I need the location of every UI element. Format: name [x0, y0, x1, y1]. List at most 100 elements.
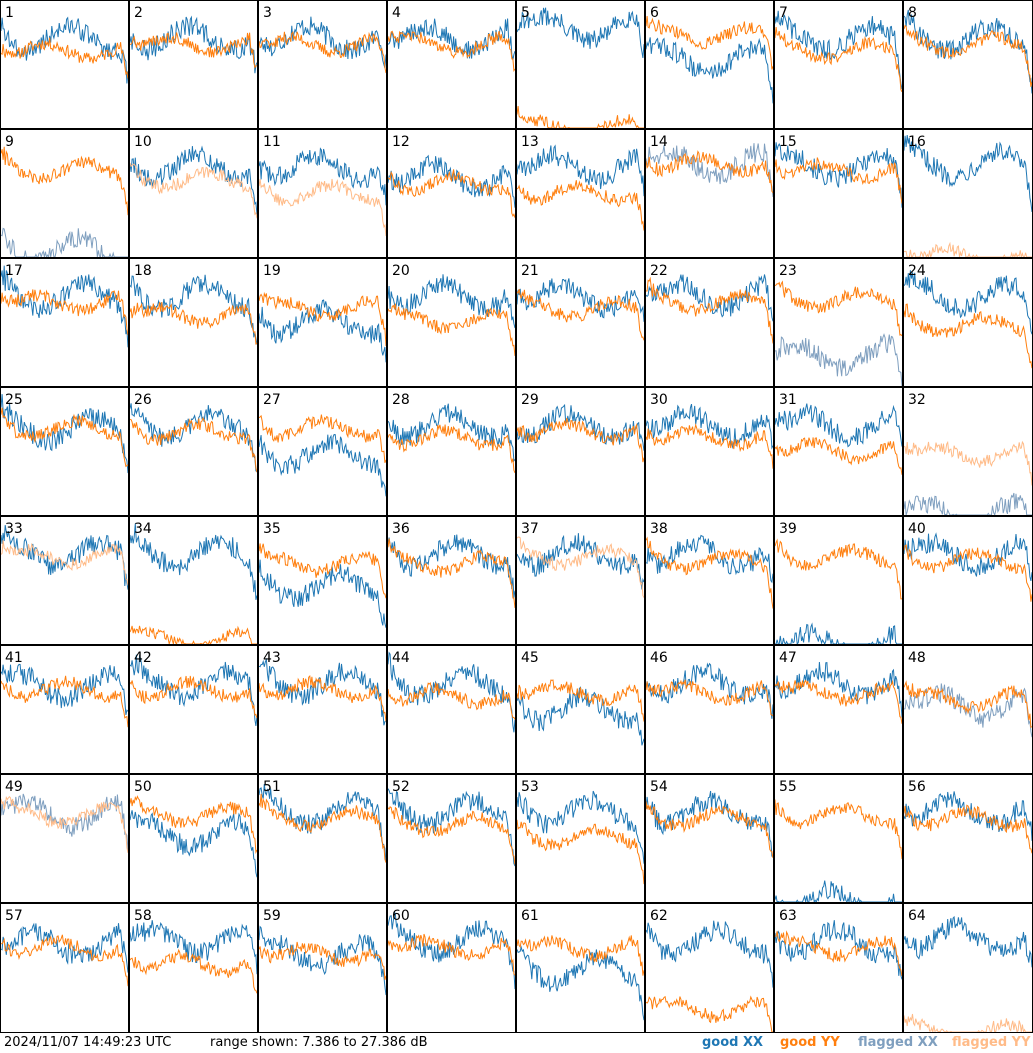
panel-30-label: 30: [650, 392, 668, 408]
panel-36-label: 36: [392, 521, 410, 537]
panel-47-frame: [774, 645, 903, 774]
panel-10-xx-line: [129, 145, 258, 215]
panel-57-xx-line: [0, 922, 129, 973]
panel-18: 18: [129, 258, 258, 387]
panel-34-frame: [129, 516, 258, 645]
panel-31-xx-line: [774, 403, 903, 448]
panel-59-yy-line: [258, 941, 387, 981]
panel-13: 13: [516, 129, 645, 258]
panel-50-frame: [129, 774, 258, 903]
panel-16-xx-line: [903, 135, 1033, 212]
panel-11-frame: [258, 129, 387, 258]
panel-61-xx-line: [516, 945, 645, 1021]
panel-31: 31: [774, 387, 903, 516]
panel-55: 55: [774, 774, 903, 903]
panel-53-frame: [516, 774, 645, 903]
panel-46-frame: [645, 645, 774, 774]
panel-49-label: 49: [5, 779, 23, 795]
panel-6-label: 6: [650, 5, 659, 21]
panel-45-label: 45: [521, 650, 539, 666]
panel-50-yy-line: [129, 795, 258, 855]
panel-3-xx-line: [258, 16, 387, 69]
panel-17: 17: [0, 258, 129, 387]
panel-41-frame: [0, 645, 129, 774]
panel-39-frame: [774, 516, 903, 645]
panel-3-yy-line: [258, 31, 387, 74]
panel-5-xx-line: [516, 7, 645, 58]
panel-45-yy-line: [516, 679, 645, 722]
panel-4-yy-line: [387, 30, 516, 73]
panel-38-label: 38: [650, 521, 668, 537]
panel-63: 63: [774, 903, 903, 1033]
panel-63-yy-line: [774, 930, 903, 976]
panel-50-label: 50: [134, 779, 152, 795]
panel-35-xx-line: [258, 559, 387, 628]
panel-13-xx-line: [516, 144, 645, 197]
panel-26: 26: [129, 387, 258, 516]
panel-52-xx-line: [387, 788, 516, 867]
panel-42-frame: [129, 645, 258, 774]
panel-18-xx-line: [129, 274, 258, 345]
panel-22-frame: [645, 258, 774, 387]
panel-24-xx-line: [903, 270, 1033, 335]
panel-34-yy-line: [129, 625, 257, 645]
panel-14-label: 14: [650, 134, 668, 150]
panel-28: 28: [387, 387, 516, 516]
panel-59: 59: [258, 903, 387, 1033]
panel-13-yy-line: [516, 180, 645, 231]
panel-21-xx-line: [516, 278, 645, 322]
panel-11: 11: [258, 129, 387, 258]
panel-44-frame: [387, 645, 516, 774]
panel-9: 9: [0, 129, 129, 258]
panel-35-frame: [258, 516, 387, 645]
panel-58-xx-line: [129, 920, 258, 975]
panel-39-yy-line: [774, 538, 902, 600]
panel-26-yy-line: [129, 417, 258, 473]
panel-38: 38: [645, 516, 774, 645]
panel-22-yy-line: [646, 276, 774, 344]
panel-43: 43: [258, 645, 387, 774]
panel-29-yy-line: [516, 417, 645, 463]
panel-25-frame: [0, 387, 129, 516]
panel-25-yy-line: [0, 407, 129, 468]
panel-20-label: 20: [392, 263, 410, 279]
panel-35-label: 35: [263, 521, 281, 537]
panel-11-xx-line: [258, 147, 387, 206]
panel-43-xx-line: [258, 657, 387, 726]
panel-37: 37: [516, 516, 645, 645]
panel-40: 40: [903, 516, 1033, 645]
panel-44-label: 44: [392, 650, 410, 666]
panel-43-frame: [258, 645, 387, 774]
panel-63-frame: [774, 903, 903, 1033]
panel-6-frame: [645, 0, 774, 129]
range-shown: range shown: 7.386 to 27.386 dB: [210, 1035, 428, 1050]
panel-49-yy-line: [0, 795, 129, 854]
panel-55-yy-line: [774, 799, 903, 860]
panel-8-xx-line: [903, 9, 1033, 94]
panel-21-yy-line: [516, 289, 645, 341]
panel-42-xx-line: [129, 654, 258, 726]
panel-46: 46: [645, 645, 774, 774]
panel-6: 6: [645, 0, 774, 129]
panel-10-label: 10: [134, 134, 152, 150]
panel-60-yy-line: [387, 933, 516, 976]
panel-7: 7: [774, 0, 903, 129]
panel-40-yy-line: [903, 544, 1033, 602]
panel-38-frame: [645, 516, 774, 645]
panel-5-frame: [516, 0, 645, 129]
panel-32-label: 32: [908, 392, 926, 408]
panel-29: 29: [516, 387, 645, 516]
panel-37-frame: [516, 516, 645, 645]
panel-4-frame: [387, 0, 516, 129]
panel-62-frame: [645, 903, 774, 1033]
panel-54-label: 54: [650, 779, 668, 795]
panel-44-xx-line: [387, 651, 516, 733]
panel-52-frame: [387, 774, 516, 903]
panel-41-yy-line: [0, 675, 129, 728]
panel-46-yy-line: [645, 679, 774, 717]
panel-54-frame: [645, 774, 774, 903]
panel-60-frame: [387, 903, 516, 1033]
panel-62-xx-line: [645, 920, 774, 988]
timestamp: 2024/11/07 14:49:23 UTC: [4, 1035, 172, 1050]
panel-34-label: 34: [134, 521, 152, 537]
